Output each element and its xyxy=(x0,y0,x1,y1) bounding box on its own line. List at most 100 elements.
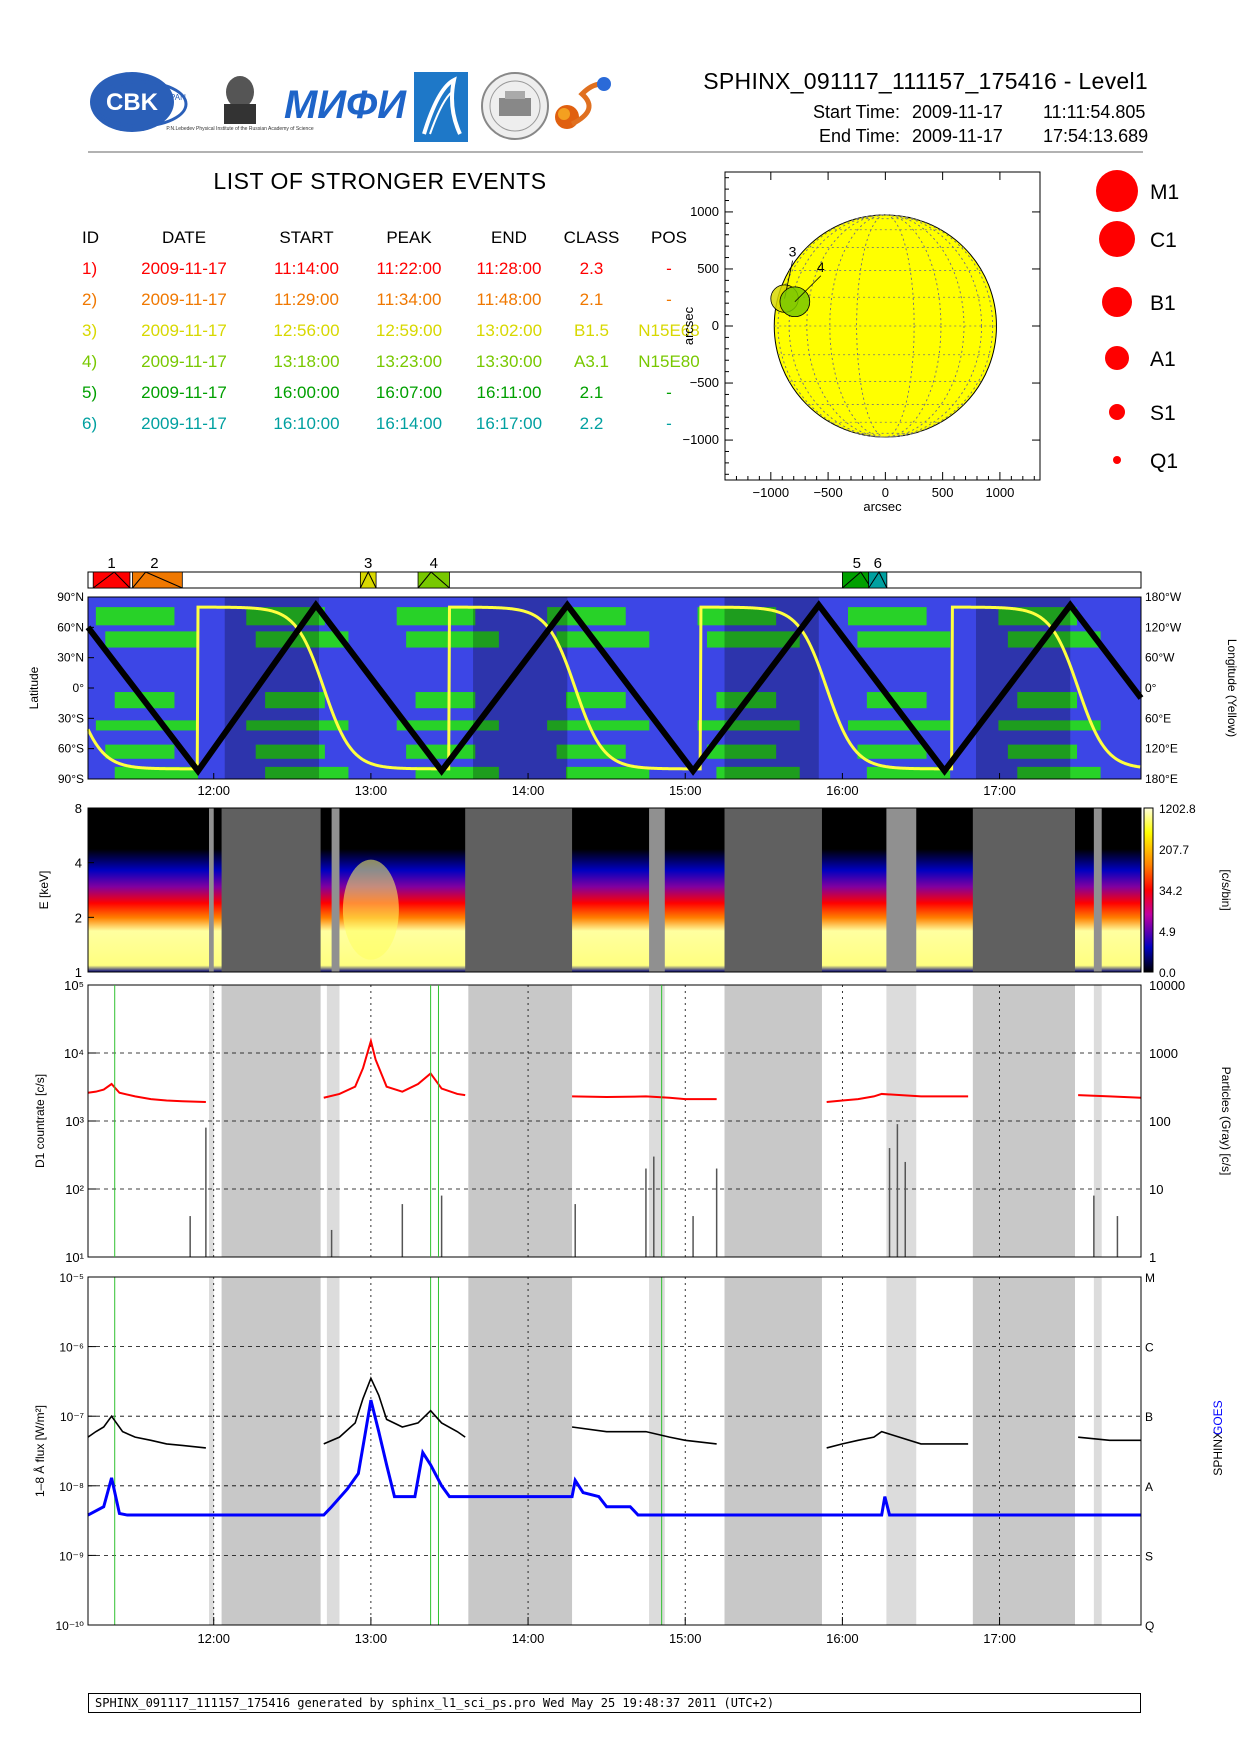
event-cell-end: 16:17:00 xyxy=(475,413,543,433)
col-peak: PEAK xyxy=(386,227,432,247)
event-cell-cls: 2.1 xyxy=(579,382,604,402)
event-cell-date: 2009-11-17 xyxy=(141,351,227,371)
flux-gap xyxy=(972,1277,1075,1625)
event-bar-3 xyxy=(359,571,377,589)
cbk-logo: CBK PAN xyxy=(90,72,188,132)
event-row: 3) 2009-11-17 12:56:00 12:59:00 13:02:00 B1.5… xyxy=(82,315,714,346)
event-bar-4 xyxy=(417,571,450,589)
d1-y-tick-label: 10² xyxy=(65,1182,84,1197)
event-cell-end: 13:30:00 xyxy=(475,351,543,371)
event-marker-leader xyxy=(794,275,822,303)
lebedev-logo: P.N.Lebedev Physical Institute of the Ru… xyxy=(166,76,314,132)
orbit-land xyxy=(848,720,951,731)
col-pos: POS xyxy=(651,227,687,247)
event-cell-start: 12:56:00 xyxy=(273,320,340,340)
disk-y-label: arcsec xyxy=(681,306,696,345)
d1-countrate-curve xyxy=(572,1095,717,1101)
col-date: DATE xyxy=(161,227,207,247)
sun-swirl-logo xyxy=(555,77,611,129)
event-bar-label: 6 xyxy=(874,555,882,572)
orbit-land xyxy=(857,631,951,648)
d1-y-tick-label: 10⁵ xyxy=(64,978,84,993)
start-time: 11:11:54.805 xyxy=(1043,102,1146,122)
spectrogram-gap xyxy=(972,808,1075,972)
spectrogram-flare xyxy=(342,859,399,960)
spectrogram-gap xyxy=(221,808,321,972)
d1-gap xyxy=(724,985,822,1257)
spectrogram-y-tick-label: 4 xyxy=(75,856,82,871)
sphinx-flux-curve xyxy=(571,1426,717,1445)
d1-countrate-curve xyxy=(1078,1094,1142,1099)
flux-gap-light xyxy=(649,1277,665,1625)
event-bar-peak xyxy=(359,570,377,589)
flux-gap xyxy=(468,1277,573,1625)
event-row: 6) 2009-11-17 16:10:00 16:14:00 16:17:00 2.2 - xyxy=(82,408,714,439)
orbit-land xyxy=(406,744,476,759)
d1-countrate-curve xyxy=(826,1092,969,1104)
orbit-land xyxy=(105,631,199,648)
flux-gap-light xyxy=(326,1277,340,1625)
event-cell-id: 3) xyxy=(82,320,98,340)
event-cell-end: 11:48:00 xyxy=(476,289,542,309)
orbit-latitude-track xyxy=(85,600,1144,776)
event-cell-date: 2009-11-17 xyxy=(141,320,227,340)
d1-countrate-curve xyxy=(323,1037,466,1099)
event-bar-5 xyxy=(841,571,872,589)
start-date: 2009-11-17 xyxy=(912,102,1003,122)
flux-legend-goes: GOES xyxy=(1211,1400,1225,1435)
event-cell-id: 2) xyxy=(82,289,98,309)
footer-box: SPHINX_091117_111157_175416 generated by… xyxy=(88,1693,1141,1713)
event-marker-label: 3 xyxy=(789,244,797,260)
event-cell-peak: 13:23:00 xyxy=(375,351,443,371)
d1-countrate-curve xyxy=(87,1082,206,1104)
flux-y-tick-label: 10⁻⁹ xyxy=(59,1549,84,1563)
class-legend-label: Q1 xyxy=(1150,450,1178,473)
event-table-header: ID DATE START PEAK END CLASS POS xyxy=(82,222,714,253)
spectrogram-gap xyxy=(331,808,340,972)
orbit-land xyxy=(1007,744,1078,759)
d1-y2-tick-label: 1000 xyxy=(1149,1046,1178,1061)
event-bar-label: 1 xyxy=(107,555,115,572)
event-cell-cls: 2.2 xyxy=(579,413,604,433)
sphinx-flux-curve xyxy=(323,1376,466,1445)
orbit-land xyxy=(265,692,325,709)
spectrogram-y-tick-label: 8 xyxy=(75,801,82,816)
event-cell-peak: 11:34:00 xyxy=(376,289,442,309)
col-class: CLASS xyxy=(563,227,620,247)
flux-gap xyxy=(221,1277,321,1625)
orbit-y2-tick-label: 180°W xyxy=(1145,590,1182,604)
spectrogram-gap xyxy=(1093,808,1102,972)
event-bar-peak xyxy=(842,571,872,589)
event-bar-1 xyxy=(92,571,131,589)
flux-class-tick-label: A xyxy=(1145,1480,1153,1494)
d1-y-tick-label: 10¹ xyxy=(65,1250,84,1265)
orbit-land xyxy=(95,607,175,626)
orbit-y2-tick-label: 60°W xyxy=(1145,651,1175,665)
disk-y-tick-label: 0 xyxy=(712,318,719,333)
flux-class-tick-label: Q xyxy=(1145,1619,1154,1633)
disk-longitude-line xyxy=(788,214,982,438)
event-list-title: LIST OF STRONGER EVENTS xyxy=(213,168,547,194)
event-cell-pos: - xyxy=(666,289,672,309)
start-time-label: Start Time: xyxy=(812,102,900,122)
orbit-land xyxy=(396,607,476,626)
event-cell-start: 13:18:00 xyxy=(273,351,340,371)
spectrogram-frame xyxy=(87,807,1142,973)
class-size-legend: M1 C1 B1 A1 S1 Q1 xyxy=(1096,170,1179,473)
event-cell-peak: 12:59:00 xyxy=(375,320,443,340)
spectrogram-y-label: E [keV] xyxy=(37,871,51,910)
event-cell-end: 16:11:00 xyxy=(476,382,542,402)
orbit-land xyxy=(547,607,626,626)
d1-y2-tick-label: 10000 xyxy=(1149,978,1185,993)
orbit-y-tick-label: 90°N xyxy=(57,590,84,604)
event-row: 5) 2009-11-17 16:00:00 16:07:00 16:11:00 2.1 - xyxy=(82,377,714,408)
flux-y-tick-label: 10⁻⁶ xyxy=(59,1341,84,1355)
event-cell-peak: 16:07:00 xyxy=(375,382,443,402)
spectrogram-y-tick-label: 2 xyxy=(75,910,82,925)
sphinx-flux-curve xyxy=(1078,1436,1141,1442)
flux-x-tick-label: 15:00 xyxy=(669,1631,702,1646)
end-time: 17:54:13.689 xyxy=(1043,126,1149,146)
orbit-y-tick-label: 60°S xyxy=(58,742,84,756)
orbit-land xyxy=(1007,631,1101,648)
event-cell-pos: N15E80 xyxy=(638,351,700,371)
